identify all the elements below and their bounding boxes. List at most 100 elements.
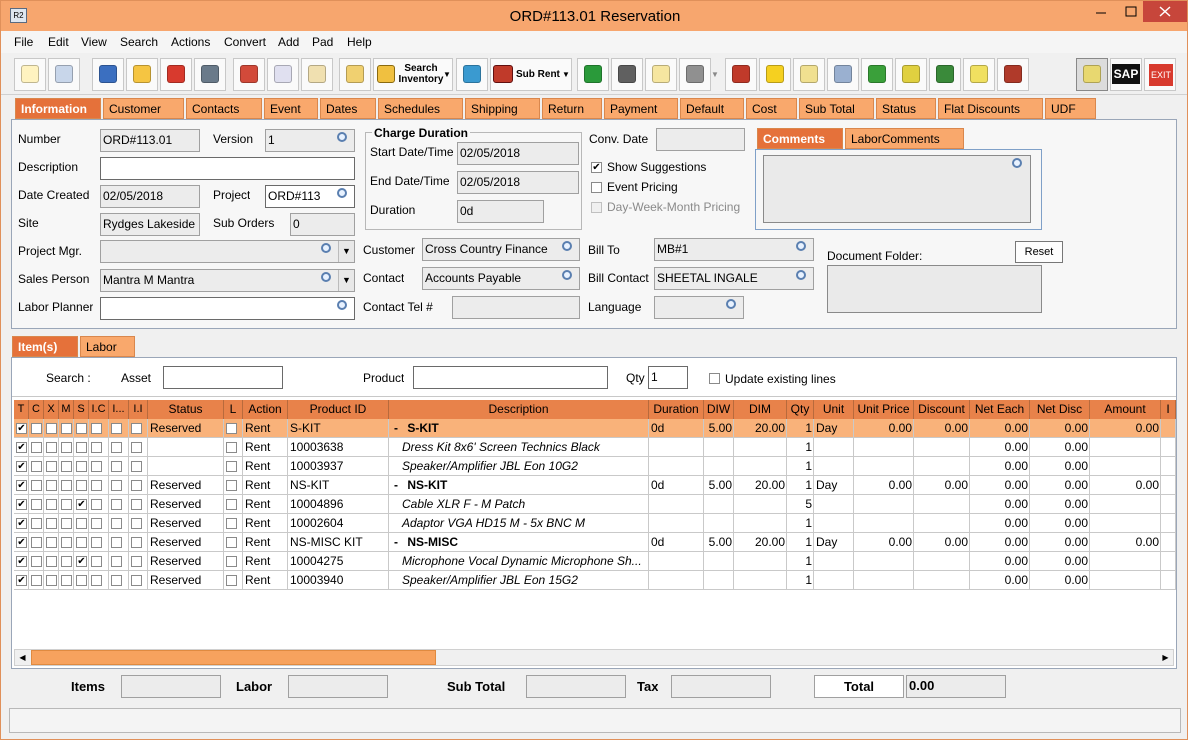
tab[interactable]: Sub Total [799,98,874,119]
column-header[interactable]: Qty [787,400,814,419]
row-checkbox[interactable] [91,442,102,453]
row-checkbox[interactable]: ✔ [16,461,27,472]
input-box[interactable] [100,240,355,263]
menu-item[interactable]: Help [347,35,372,49]
row-checkbox[interactable] [31,480,42,491]
input-box[interactable] [452,296,580,319]
column-header[interactable]: M [59,400,74,419]
row-checkbox[interactable]: ✔ [16,480,27,491]
tab[interactable]: Flat Discounts [938,98,1043,119]
input-box[interactable]: ORD#113 [265,185,355,208]
row-checkbox[interactable] [111,575,122,586]
row-checkbox[interactable]: ✔ [16,518,27,529]
row-checkbox[interactable] [91,461,102,472]
option-label[interactable]: Show Suggestions [607,160,707,174]
row-checkbox[interactable] [131,575,142,586]
input-box[interactable]: 02/05/2018 [100,185,200,208]
tab[interactable]: Cost [746,98,797,119]
column-header[interactable]: I.C [89,400,109,419]
update-label[interactable]: Update existing lines [725,372,836,386]
row-checkbox[interactable] [61,442,72,453]
row-checkbox[interactable] [226,480,237,491]
row-checkbox[interactable] [226,575,237,586]
input-box[interactable]: 1 [265,129,355,152]
search-icon[interactable] [337,132,347,142]
row-checkbox[interactable] [111,556,122,567]
row-checkbox[interactable] [76,461,87,472]
tab[interactable]: Default [680,98,744,119]
table-row[interactable] [14,533,1176,552]
input-box[interactable]: 0 [290,213,355,236]
row-checkbox[interactable] [31,499,42,510]
option-checkbox[interactable] [591,202,602,213]
input-box[interactable]: 0d [457,200,544,223]
row-checkbox[interactable] [61,423,72,434]
row-checkbox[interactable] [111,423,122,434]
input-box[interactable] [656,128,745,151]
column-header[interactable]: Discount [914,400,970,419]
search-icon[interactable] [337,188,347,198]
row-checkbox[interactable] [46,423,57,434]
option-label[interactable]: Event Pricing [607,180,678,194]
row-checkbox[interactable] [91,556,102,567]
row-checkbox[interactable] [226,461,237,472]
column-header[interactable]: DIM [734,400,787,419]
row-checkbox[interactable] [91,423,102,434]
product-input[interactable] [413,366,608,389]
row-checkbox[interactable] [46,499,57,510]
row-checkbox[interactable] [131,499,142,510]
input-box[interactable]: Accounts Payable [422,267,580,290]
menu-item[interactable]: Convert [224,35,267,49]
row-checkbox[interactable] [76,575,87,586]
row-checkbox[interactable]: ✔ [16,575,27,586]
row-checkbox[interactable] [31,518,42,529]
column-header[interactable]: Product ID [288,400,389,419]
option-checkbox[interactable] [591,182,602,193]
input-box[interactable]: 02/05/2018 [457,171,579,194]
search-icon[interactable] [562,270,572,280]
row-checkbox[interactable] [131,442,142,453]
input-box[interactable] [100,297,355,320]
row-checkbox[interactable] [226,499,237,510]
row-checkbox[interactable] [226,537,237,548]
tab[interactable]: Schedules [378,98,463,119]
input-box[interactable]: ORD#113.01 [100,129,200,152]
row-checkbox[interactable] [226,423,237,434]
input-box[interactable] [100,157,355,180]
menu-item[interactable]: Pad [312,35,334,49]
scroll-arrow-left[interactable]: ◀ [19,653,26,662]
input-box[interactable] [654,296,744,319]
row-checkbox[interactable] [91,499,102,510]
row-checkbox[interactable] [61,537,72,548]
menu-item[interactable]: Add [278,35,300,49]
toolbar-dropdown[interactable]: ▼ [562,70,570,79]
search-icon[interactable] [726,299,736,309]
row-checkbox[interactable] [46,518,57,529]
column-header[interactable]: Action [243,400,288,419]
row-checkbox[interactable]: ✔ [16,442,27,453]
column-header[interactable]: Description [389,400,649,419]
update-checkbox[interactable] [709,373,720,384]
input-box[interactable]: SHEETAL INGALE [654,267,814,290]
column-header[interactable]: T [14,400,29,419]
row-checkbox[interactable] [131,556,142,567]
dropdown-button[interactable]: ▼ [338,270,354,291]
row-checkbox[interactable] [91,518,102,529]
search-icon[interactable] [796,241,806,251]
toolbar-dropdown[interactable]: ▼ [711,70,719,79]
row-checkbox[interactable]: ✔ [16,556,27,567]
reset-button[interactable]: Reset [1015,241,1063,263]
menu-item[interactable]: Search [120,35,159,49]
row-checkbox[interactable] [111,537,122,548]
toolbar-button[interactable] [793,58,825,91]
tab[interactable]: Payment [604,98,678,119]
row-checkbox[interactable] [61,556,72,567]
column-header[interactable]: Status [148,400,224,419]
row-checkbox[interactable] [76,442,87,453]
row-checkbox[interactable] [131,480,142,491]
column-header[interactable]: Unit [814,400,854,419]
table-row[interactable] [14,419,1176,438]
row-checkbox[interactable] [111,518,122,529]
row-checkbox[interactable] [31,537,42,548]
tab[interactable]: Contacts [186,98,262,119]
